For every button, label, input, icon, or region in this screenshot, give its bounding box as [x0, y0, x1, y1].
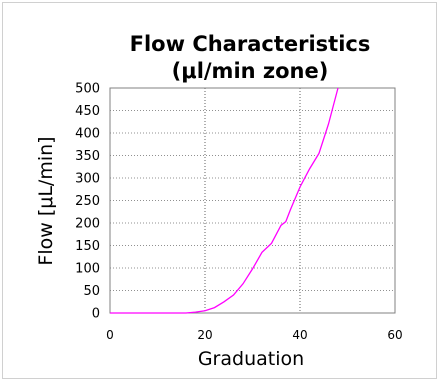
series-line-1 — [110, 87, 339, 314]
y-tick-label: 450 — [75, 104, 100, 119]
x-tick-label: 0 — [106, 328, 114, 342]
y-tick-label: 50 — [83, 284, 100, 299]
flow-chart: Flow Characteristics (μl/min zone) 0 50 10… — [35, 32, 403, 370]
x-axis-label: Graduation — [198, 348, 304, 370]
x-tick-label: 60 — [387, 328, 402, 342]
chart-title-line1: Flow Characteristics — [130, 32, 371, 56]
y-tick-label: 150 — [75, 239, 100, 254]
y-tick-label: 100 — [75, 262, 100, 277]
y-tick-label: 250 — [75, 194, 100, 209]
plot-area-border — [109, 87, 396, 314]
y-tick-label: 0 — [92, 307, 100, 322]
x-axis-ticks: 0 20 40 60 — [106, 328, 402, 342]
y-tick-label: 200 — [75, 217, 100, 232]
y-tick-label: 400 — [75, 127, 100, 142]
y-axis-ticks: 0 50 100 150 200 250 300 350 400 450 500 — [75, 82, 100, 322]
y-axis-label: Flow [μL/min] — [35, 136, 57, 265]
y-tick-label: 300 — [75, 172, 100, 187]
y-tick-label: 500 — [75, 82, 100, 97]
series-layer — [110, 87, 339, 314]
x-tick-label: 40 — [292, 328, 307, 342]
x-tick-label: 20 — [197, 328, 212, 342]
chart-title-line2: (μl/min zone) — [172, 59, 329, 83]
grid — [110, 88, 395, 313]
y-tick-label: 350 — [75, 149, 100, 164]
